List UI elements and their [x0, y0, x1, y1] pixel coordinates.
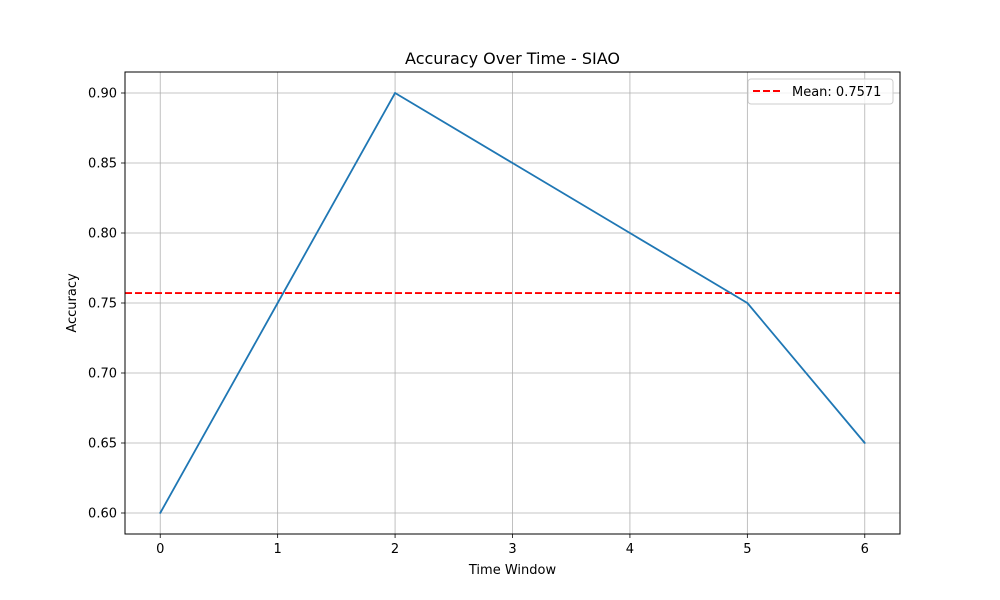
data-point [746, 302, 749, 304]
x-tick-label: 0 [156, 542, 164, 557]
chart-title: Accuracy Over Time - SIAO [405, 49, 620, 68]
y-tick-label: 0.75 [88, 297, 117, 312]
y-axis-ticks: 0.60 0.65 0.70 0.75 0.80 0.85 0.90 [88, 87, 125, 522]
legend-box [747, 78, 894, 105]
y-tick-label: 0.70 [88, 367, 117, 382]
data-point [511, 162, 514, 164]
y-axis-label: Accuracy [65, 273, 80, 333]
series-layer [159, 92, 866, 514]
legend: Mean: 0.7571 [747, 78, 894, 105]
x-axis-label: Time Window [468, 563, 557, 578]
y-tick-label: 0.90 [88, 87, 117, 102]
data-point [629, 232, 631, 234]
data-point [276, 302, 279, 304]
y-tick-label: 0.80 [88, 227, 117, 242]
data-point [159, 512, 162, 514]
y-tick-label: 0.60 [88, 507, 117, 522]
y-tick-label: 0.85 [88, 157, 117, 172]
x-tick-label: 6 [861, 542, 869, 557]
y-gridlines [125, 92, 900, 514]
x-tick-label: 3 [508, 542, 516, 557]
data-point [394, 92, 396, 94]
x-axis-ticks: 0 1 2 3 4 5 6 [156, 534, 869, 557]
data-point [863, 442, 866, 444]
x-tick-label: 1 [274, 542, 282, 557]
x-tick-label: 5 [743, 542, 751, 557]
legend-label-mean: Mean: 0.7571 [792, 85, 881, 100]
x-tick-label: 2 [391, 542, 399, 557]
x-tick-label: 4 [626, 542, 634, 557]
y-tick-label: 0.65 [88, 437, 117, 452]
